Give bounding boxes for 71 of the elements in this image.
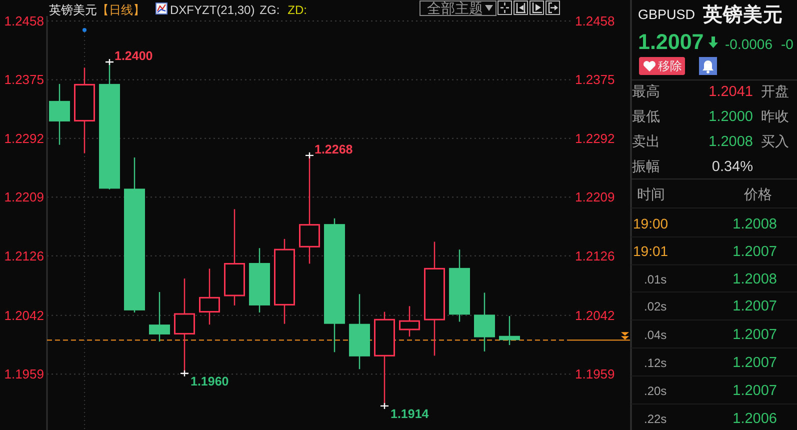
collapse-icon[interactable]: [514, 0, 528, 15]
y-tick-label: 1.2042: [4, 308, 44, 323]
text: 最高: [632, 83, 660, 99]
candlestick: [199, 268, 220, 326]
annotation: DXFYZT(21,30): [170, 3, 255, 17]
text: .01s: [644, 272, 667, 286]
text: 移除: [658, 59, 682, 73]
text: 1.2007: [732, 298, 777, 315]
text: .04s: [644, 328, 667, 342]
text: 价格: [743, 186, 772, 202]
y2-tick-label: 1.2209: [575, 190, 615, 205]
bell-icon[interactable]: [699, 57, 717, 75]
text: .02s: [644, 300, 667, 314]
text: GBPUSD: [638, 7, 696, 22]
chart-title: 英镑美元: [49, 3, 97, 17]
y2-tick-label: 1.1959: [575, 366, 615, 382]
arrow-right-icon[interactable]: [546, 0, 560, 15]
text: 最低: [632, 108, 660, 124]
text: 1.2008: [732, 216, 777, 232]
y2-tick-label: 1.2042: [575, 308, 615, 323]
y-tick-label: 1.2375: [4, 72, 44, 88]
text: 1.2000: [708, 109, 753, 125]
text: 振幅: [632, 158, 660, 174]
crosshair-icon[interactable]: [498, 0, 512, 15]
dropdown-menu[interactable]: 全部主题: [420, 0, 496, 16]
candlestick: [399, 306, 420, 338]
annotation: 1.1914: [390, 406, 429, 421]
text: 时间: [637, 186, 665, 202]
text: 1.2041: [708, 84, 753, 100]
candlestick: [149, 291, 170, 342]
text: .12s: [644, 356, 667, 370]
y2-tick-label: 1.2126: [575, 248, 615, 264]
y2-tick-label: 1.2375: [575, 72, 615, 88]
text: 1.2008: [708, 134, 753, 150]
text: 0.34%: [712, 159, 754, 175]
y-tick-label: 1.2292: [4, 130, 44, 146]
text: 英镑美元: [702, 3, 783, 26]
y-tick-label: 1.2209: [4, 190, 44, 205]
annotation: ZG:: [260, 3, 280, 17]
text: 1.2007: [732, 244, 777, 260]
y-tick-label: 1.1959: [4, 366, 44, 382]
text: 1.2007: [732, 383, 777, 399]
y2-tick-label: 1.2292: [575, 130, 615, 146]
button[interactable]: [639, 57, 685, 75]
text: .22s: [644, 412, 667, 426]
annotation: 1.2400: [114, 49, 153, 63]
play-icon[interactable]: [530, 0, 544, 15]
text: 昨收: [761, 108, 789, 124]
text: -0.0006: [725, 36, 773, 52]
y-tick-label: 1.2126: [4, 248, 44, 264]
text: 19:01: [633, 243, 668, 259]
candlestick: [474, 292, 495, 352]
annotation: ZD:: [288, 3, 308, 17]
text: 开盘: [761, 83, 789, 99]
y-tick-label: 1.2458: [4, 13, 44, 28]
text: 买入: [761, 133, 789, 149]
chart-subtitle: 【日线】: [97, 3, 145, 17]
text: 1.2008: [732, 271, 777, 288]
text: 1.2007: [638, 30, 704, 54]
annotation: 1.2268: [314, 142, 353, 156]
annotation: 1.1960: [190, 374, 229, 388]
candlestick: [49, 83, 70, 146]
text: 19:00: [633, 215, 668, 232]
text: 1.2007: [732, 327, 777, 343]
candlestick: [499, 315, 520, 346]
text: 卖出: [632, 133, 660, 149]
text: 1.2007: [732, 355, 777, 371]
text: 1.2006: [732, 411, 777, 427]
text: .20s: [644, 384, 667, 398]
text: -0: [781, 36, 794, 52]
y2-tick-label: 1.2458: [575, 13, 615, 28]
